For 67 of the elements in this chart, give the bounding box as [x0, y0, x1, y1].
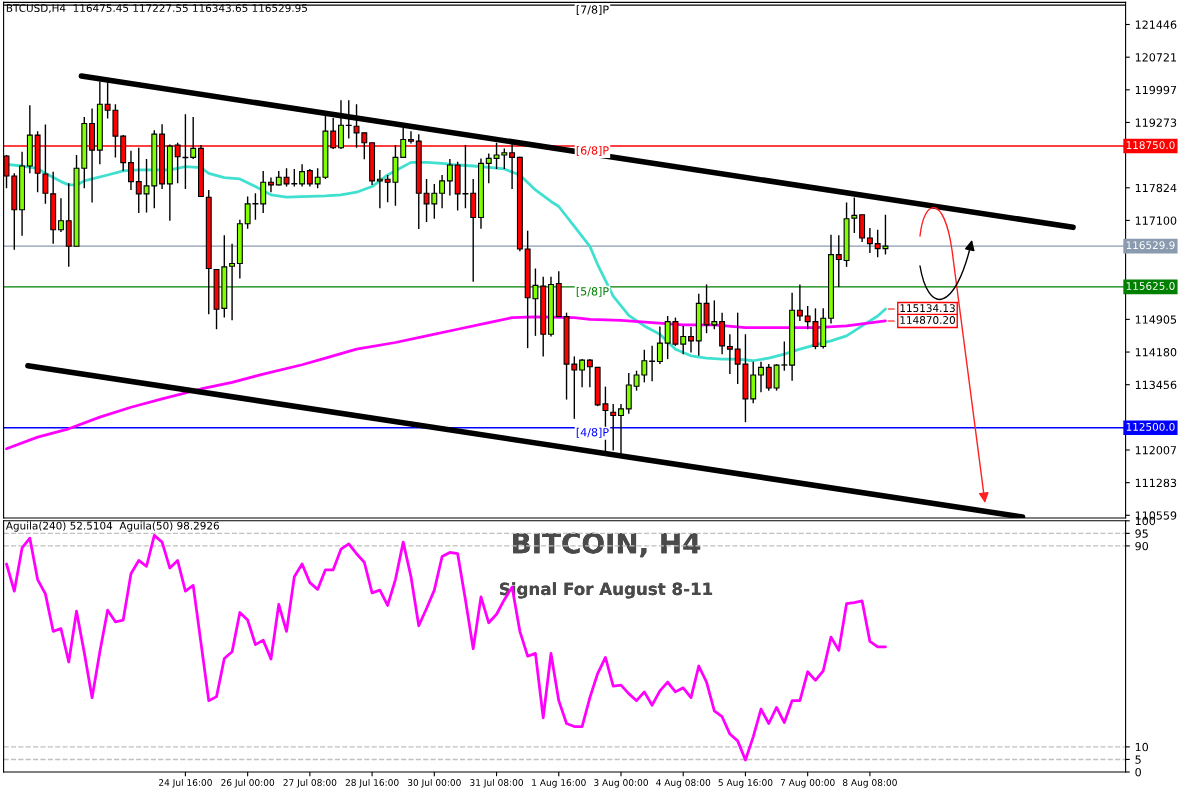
y-tick-label: 117824 [1135, 183, 1177, 193]
y-tick-label: 10 [1135, 742, 1149, 752]
ref-line-label: [6/8]P [576, 146, 609, 156]
annotation: 112500.0 [1126, 422, 1175, 431]
candlestick [610, 403, 617, 452]
ref-line-label: [4/8]P [576, 427, 609, 438]
x-tick-label: 27 Jul 08:00 [283, 778, 337, 788]
y-tick-label: 114180 [1135, 348, 1177, 357]
y-tick-label: 112007 [1135, 445, 1177, 455]
candlestick [376, 169, 383, 209]
candlestick [439, 174, 446, 209]
y-tick-label: 111283 [1135, 478, 1177, 488]
y-tick-label: 90 [1135, 541, 1149, 551]
y-tick-label: 0 [1135, 767, 1141, 777]
candlestick [400, 127, 407, 159]
x-tick-label: 4 Aug 08:00 [656, 779, 711, 788]
candlestick [859, 214, 866, 243]
x-tick-label: 7 Aug 00:00 [780, 779, 835, 788]
chart-title: Aguila(240) 52.5104 Aguila(50) 98.2926 [5, 521, 219, 532]
annotation: 115134.13 [900, 304, 955, 313]
candlestick [260, 170, 267, 214]
x-tick-label: 8 Aug 08:00 [842, 779, 897, 788]
y-tick-label: 113456 [1135, 380, 1177, 390]
candlestick [586, 358, 593, 389]
candlestick [229, 242, 236, 321]
candlestick [128, 150, 134, 191]
candlestick [408, 130, 414, 145]
y-tick-label: 119273 [1135, 118, 1177, 127]
candlestick [190, 116, 197, 160]
ref-line-label: [7/8]P [576, 5, 609, 16]
annotation: BITCOIN, H4 [513, 532, 701, 558]
x-tick-label: 28 Jul 16:00 [345, 778, 399, 788]
y-tick-label: 120721 [1135, 53, 1177, 62]
x-tick-label: 24 Jul 16:00 [159, 778, 212, 788]
candlestick [726, 333, 733, 375]
x-tick-label: 31 Jul 08:00 [470, 778, 524, 788]
x-tick-label: 30 Jul 00:00 [407, 778, 461, 788]
x-tick-label: 5 Aug 16:00 [718, 779, 773, 788]
candlestick [268, 176, 274, 193]
candlestick [57, 197, 64, 233]
chart-title: BTCUSD,H4 116475.45 117227.55 116343.65 116529.95 [6, 4, 308, 14]
annotation: 116529.9 [1126, 241, 1175, 250]
y-tick-label: 114905 [1135, 315, 1177, 324]
y-tick-label: 117100 [1135, 216, 1177, 225]
candlestick [688, 326, 694, 354]
candlestick [866, 227, 873, 254]
ref-line-label: [5/8]P [576, 286, 609, 297]
candlestick [579, 358, 586, 389]
y-tick-label: 121446 [1135, 20, 1177, 29]
annotation: 118750.0 [1126, 141, 1175, 150]
x-tick-label: 3 Aug 00:00 [594, 779, 648, 788]
annotation: 115625.0 [1126, 282, 1175, 290]
candlestick [758, 361, 764, 393]
candlestick [446, 158, 453, 197]
candlestick [299, 163, 306, 188]
y-tick-label: 119997 [1135, 85, 1177, 95]
y-tick-label: 5 [1135, 755, 1141, 764]
candlestick [796, 283, 803, 322]
annotation: 114870.20 [900, 316, 955, 324]
candlestick [338, 99, 344, 150]
line-series [5, 533, 887, 762]
x-tick-label: 1 Aug 16:00 [532, 779, 586, 788]
candlestick [656, 325, 663, 365]
x-tick-label: 26 Jul 00:00 [221, 778, 275, 788]
candlestick [618, 403, 624, 455]
y-tick-label: 95 [1135, 529, 1148, 538]
candlestick [649, 345, 656, 383]
